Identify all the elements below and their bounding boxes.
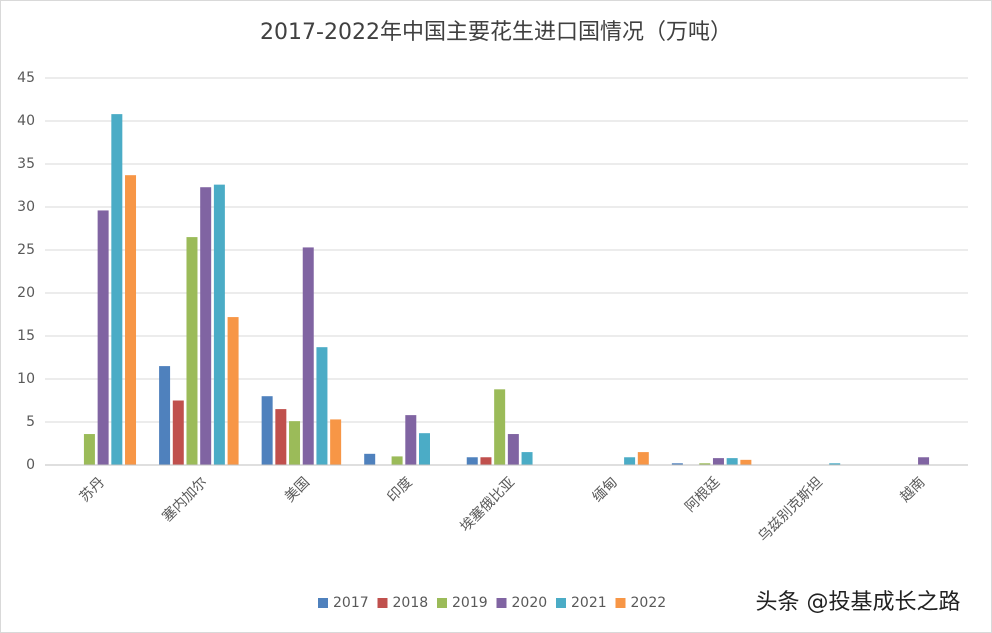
y-tick-label: 20	[17, 285, 35, 301]
bar	[302, 247, 314, 465]
y-tick-label: 30	[17, 199, 35, 215]
bar	[186, 237, 198, 465]
legend-label: 2021	[571, 595, 607, 611]
legend-swatch	[437, 598, 447, 608]
chart-title: 2017-2022年中国主要花生进口国情况（万吨）	[260, 20, 732, 45]
bar	[261, 396, 273, 465]
bar	[159, 366, 171, 465]
legend-label: 2017	[333, 595, 369, 611]
y-tick-label: 5	[26, 414, 35, 430]
bar	[466, 457, 478, 465]
bar	[918, 457, 930, 465]
legend-swatch	[318, 598, 328, 608]
bar	[316, 347, 328, 465]
bar	[111, 114, 123, 466]
bar	[275, 409, 287, 465]
bar	[213, 184, 225, 465]
bar	[480, 457, 492, 465]
bar	[726, 458, 738, 465]
bar	[364, 453, 376, 465]
bar	[97, 210, 109, 465]
y-tick-label: 35	[17, 156, 35, 172]
y-tick-label: 40	[17, 113, 35, 129]
y-tick-label: 45	[17, 70, 35, 86]
bar	[712, 458, 724, 465]
bar	[125, 175, 137, 465]
y-tick-label: 10	[17, 371, 35, 387]
y-tick-label: 15	[17, 328, 35, 344]
legend-label: 2019	[452, 595, 488, 611]
bar	[829, 463, 841, 465]
legend-label: 2022	[631, 595, 667, 611]
bar	[289, 421, 301, 465]
y-tick-label: 25	[17, 242, 35, 258]
bar	[637, 452, 649, 465]
bar	[624, 457, 636, 465]
bar	[227, 317, 239, 465]
bar	[699, 463, 711, 465]
bar	[418, 433, 430, 465]
legend-swatch	[377, 598, 388, 608]
legend-swatch	[615, 598, 626, 608]
bar	[391, 456, 403, 465]
bar	[83, 434, 95, 465]
watermark: 头条 @投基成长之路	[756, 590, 961, 615]
legend-swatch	[556, 598, 566, 608]
bar	[671, 463, 683, 465]
bar	[507, 434, 519, 465]
bar	[494, 389, 506, 465]
bar	[200, 187, 212, 465]
bar	[405, 415, 417, 465]
bar	[740, 459, 752, 465]
legend-swatch	[496, 598, 507, 608]
bar	[521, 452, 533, 465]
legend-label: 2018	[393, 595, 429, 611]
bar	[330, 419, 342, 465]
bar	[172, 400, 184, 465]
legend-label: 2020	[512, 595, 548, 611]
y-tick-label: 0	[26, 457, 35, 473]
